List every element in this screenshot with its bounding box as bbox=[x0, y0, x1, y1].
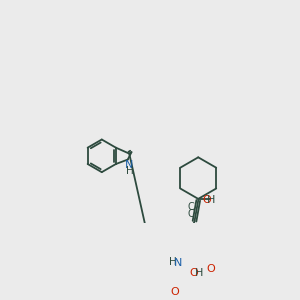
Text: C: C bbox=[188, 202, 195, 212]
Text: O: O bbox=[171, 287, 180, 297]
Text: N: N bbox=[125, 160, 134, 170]
Text: C: C bbox=[188, 209, 195, 220]
Text: H: H bbox=[194, 268, 203, 278]
Text: O: O bbox=[206, 264, 215, 274]
Text: H: H bbox=[169, 257, 177, 267]
Text: H: H bbox=[207, 195, 215, 206]
Text: N: N bbox=[174, 258, 182, 268]
Text: O: O bbox=[189, 268, 198, 278]
Text: H: H bbox=[126, 166, 134, 176]
Text: O: O bbox=[202, 195, 211, 206]
